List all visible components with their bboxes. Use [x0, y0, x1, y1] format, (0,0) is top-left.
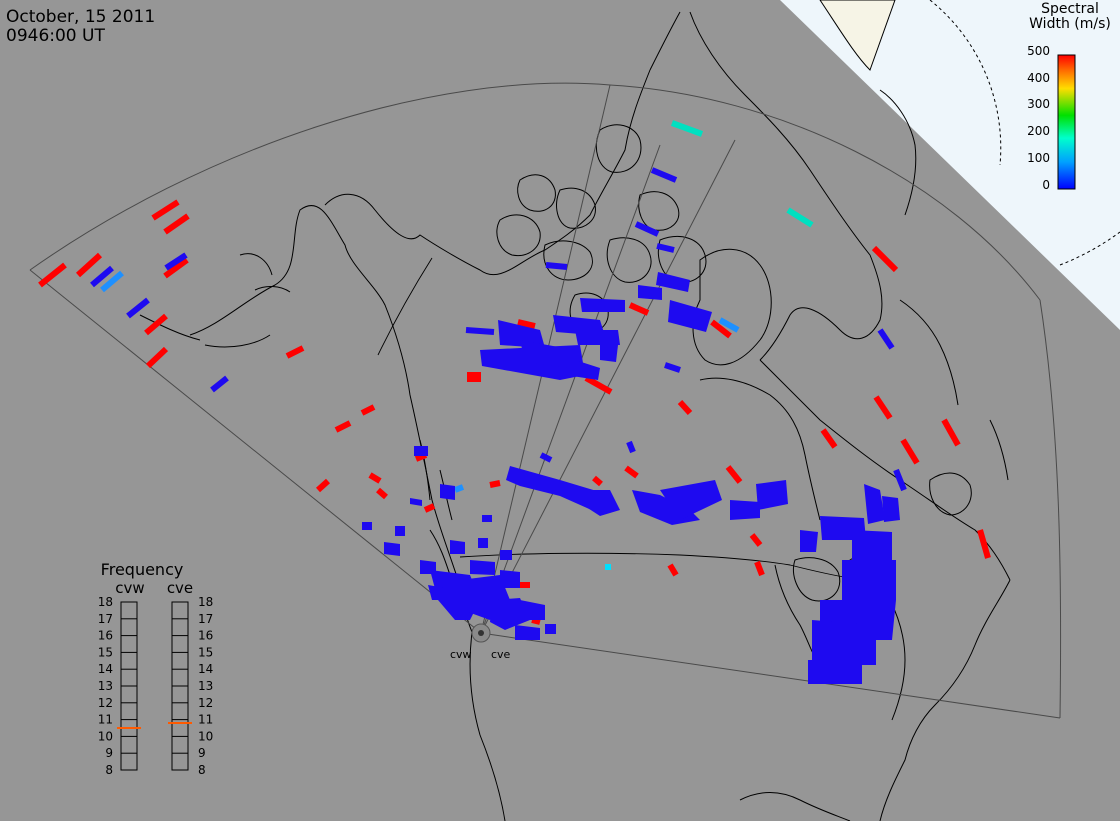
legend-tick-400: 400 — [1027, 71, 1050, 85]
frequency-scale-label: 9 — [105, 746, 113, 760]
frequency-scale-label: 13 — [98, 679, 113, 693]
legend-tick-0: 0 — [1042, 178, 1050, 192]
frequency-panel: Frequency cvw cve 18 17 16 15 14 13 12 11 10 9 8 1… — [98, 560, 214, 777]
frequency-scale-label: 10 — [98, 729, 113, 743]
frequency-scale-label: 17 — [198, 612, 213, 626]
frequency-scale-label: 12 — [198, 696, 213, 710]
frequency-scale-label: 17 — [98, 612, 113, 626]
header-date: October, 15 2011 — [6, 7, 155, 27]
frequency-scale-label: 12 — [98, 696, 113, 710]
legend-title-line1: Spectral — [1041, 1, 1099, 17]
frequency-scale-label: 16 — [198, 629, 213, 643]
polar-region — [780, 0, 1120, 330]
frequency-scale-label: 15 — [98, 645, 113, 659]
frequency-scale-left: 18 17 16 15 14 13 12 11 10 9 8 — [98, 595, 113, 777]
legend-tick-100: 100 — [1027, 151, 1050, 165]
frequency-radar-cve: cve — [167, 579, 193, 597]
frequency-scale-label: 8 — [198, 763, 206, 777]
legend-color-bar — [1057, 54, 1076, 190]
frequency-scale-label: 10 — [198, 729, 213, 743]
frequency-scale-label: 13 — [198, 679, 213, 693]
radar-echoes — [38, 120, 991, 684]
coastlines — [139, 11, 1011, 821]
borders — [377, 257, 851, 579]
spectral-width-legend: Spectral Width (m/s) 500 400 300 200 100… — [1027, 1, 1111, 192]
frequency-scale-label: 11 — [198, 713, 213, 727]
site-label-cve: cve — [491, 648, 511, 661]
frequency-scale-label: 14 — [198, 662, 213, 676]
radar-sites: cvw cve — [450, 623, 511, 661]
frequency-scale-label: 18 — [98, 595, 113, 609]
frequency-title: Frequency — [101, 560, 184, 579]
site-label-cvw: cvw — [450, 648, 472, 661]
header: October, 15 2011 0946:00 UT — [6, 7, 155, 46]
frequency-radar-cvw: cvw — [115, 579, 144, 597]
legend-tick-500: 500 — [1027, 44, 1050, 58]
frequency-box-cve — [171, 601, 189, 771]
legend-title-line2: Width (m/s) — [1029, 16, 1111, 32]
frequency-scale-label: 9 — [198, 746, 206, 760]
legend-tick-300: 300 — [1027, 97, 1050, 111]
header-time: 0946:00 UT — [6, 26, 105, 46]
frequency-box-cvw — [120, 601, 138, 771]
legend-tick-200: 200 — [1027, 124, 1050, 138]
frequency-scale-label: 18 — [198, 595, 213, 609]
frequency-scale-right: 18 17 16 15 14 13 12 11 10 9 8 — [198, 595, 213, 777]
frequency-scale-label: 11 — [98, 713, 113, 727]
frequency-scale-label: 8 — [105, 763, 113, 777]
frequency-scale-label: 15 — [198, 645, 213, 659]
frequency-scale-label: 16 — [98, 629, 113, 643]
frequency-scale-label: 14 — [98, 662, 113, 676]
